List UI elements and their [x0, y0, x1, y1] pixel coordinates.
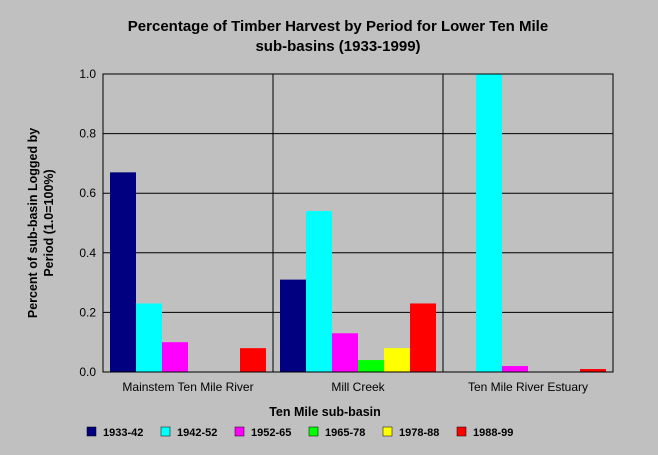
legend-label: 1978-88	[399, 427, 439, 439]
bar-1988-99-2	[410, 303, 436, 372]
bar-1933-42-2	[280, 279, 306, 372]
bar-1965-78-2	[358, 360, 384, 372]
bar-1942-52-2	[306, 211, 332, 372]
bar-1952-65-3	[502, 366, 528, 372]
chart-title-line-1: Percentage of Timber Harvest by Period f…	[128, 18, 548, 35]
x-axis-label: Ten Mile sub-basin	[269, 405, 381, 419]
legend-swatch	[456, 426, 467, 437]
bar-1942-52-1	[136, 303, 162, 372]
legend: 1933-42 1942-52 1952-65 1965-78 1978-88 1988-…	[86, 426, 513, 439]
y-tick-label: 0.2	[79, 305, 96, 319]
legend-swatch	[160, 426, 171, 437]
bar-1952-65-1	[162, 342, 188, 372]
legend-swatch	[234, 426, 245, 437]
plot-area	[103, 74, 613, 372]
bars	[110, 74, 606, 372]
bar-1942-52-3	[476, 74, 502, 372]
grid-lines	[103, 133, 613, 313]
legend-label: 1933-42	[103, 427, 143, 439]
y-tick-label: 0.0	[79, 365, 96, 379]
bar-1988-99-3	[580, 369, 606, 372]
y-tick-label: 1.0	[79, 67, 96, 81]
y-axis-label-line-1: Percent of sub-basin Logged by	[26, 128, 40, 318]
bar-1978-88-2	[384, 348, 410, 372]
bar-1988-99-1	[240, 348, 266, 372]
legend-swatch	[308, 426, 319, 437]
x-category-label: Mill Creek	[331, 380, 385, 394]
bar-1952-65-2	[332, 333, 358, 372]
bar-1933-42-1	[110, 172, 136, 372]
legend-label: 1942-52	[177, 427, 217, 439]
plot-frame	[102, 73, 614, 373]
y-tick-label: 0.4	[79, 246, 96, 260]
legend-label: 1965-78	[325, 427, 365, 439]
x-category-label: Ten Mile River Estuary	[468, 380, 588, 394]
legend-swatch	[86, 426, 97, 437]
x-category-label: Mainstem Ten Mile River	[122, 380, 253, 394]
legend-label: 1952-65	[251, 427, 291, 439]
chart-title-line-2: sub-basins (1933-1999)	[255, 38, 420, 55]
legend-label: 1988-99	[473, 427, 513, 439]
category-dividers	[272, 74, 444, 372]
legend-swatch	[382, 426, 393, 437]
x-category-labels: Mainstem Ten Mile River Mill Creek Ten Mil…	[122, 380, 588, 394]
y-tick-label: 0.8	[79, 127, 96, 141]
y-tick-labels: 0.0 0.2 0.4 0.6 0.8 1.0	[79, 67, 96, 379]
y-axis-label-line-2: Period (1.0=100%)	[42, 169, 56, 276]
y-tick-label: 0.6	[79, 186, 96, 200]
